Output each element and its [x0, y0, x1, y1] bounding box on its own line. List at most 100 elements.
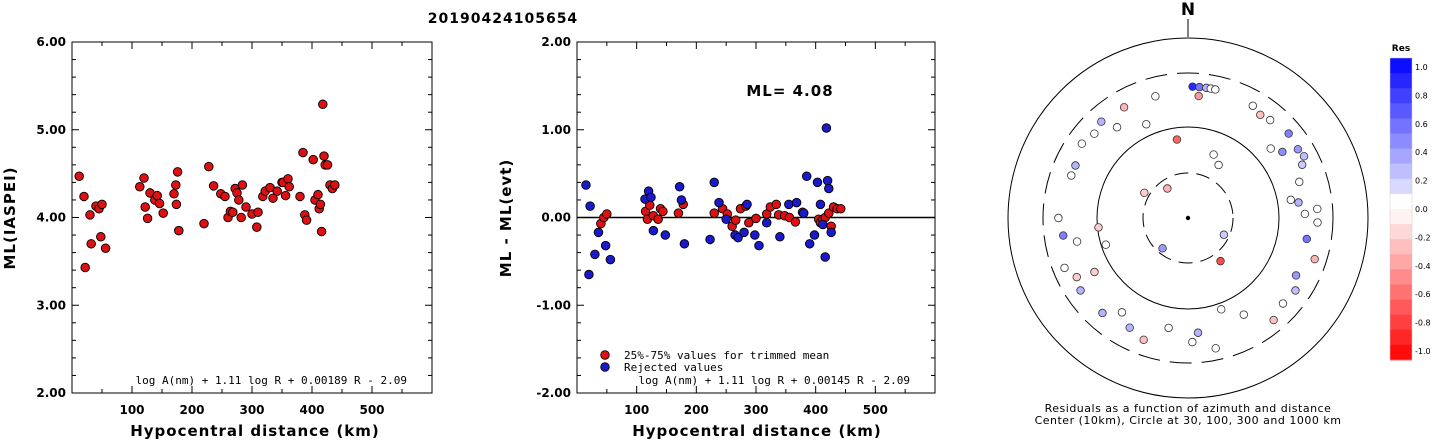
station-residual: [1300, 209, 1310, 219]
colorbar-tick-label: 0.6: [1415, 120, 1428, 129]
polar-chart: N Residuals as a function of azimuth and…: [1007, 0, 1369, 427]
station-residual: [1090, 129, 1099, 138]
rejected-point: [820, 252, 830, 262]
station-point: [97, 199, 107, 210]
station-residual: [1067, 171, 1076, 180]
rejected-point: [721, 214, 731, 225]
ml-value-label: ML= 4.08: [746, 82, 833, 100]
x-tick-label: 500: [359, 403, 384, 417]
x-tick-label: 400: [803, 403, 828, 417]
rejected-point: [750, 230, 760, 240]
residual-chart-xticks: 100 200 300 400 500: [606, 42, 906, 417]
station-residual: [1098, 308, 1107, 318]
trimmed-point: [673, 208, 684, 218]
rejected-point: [600, 240, 611, 251]
trimmed-point: [602, 209, 612, 219]
colorbar-ticks: 1.0 0.8 0.6 0.4 0.2 0.0 -0.2 -0.4 -0.6 -0.8 -1.0: [1415, 63, 1431, 356]
station-residual: [1193, 328, 1203, 337]
station-residual: [1286, 195, 1296, 205]
colorbar-swatch: [1390, 163, 1412, 180]
station-point: [318, 99, 328, 110]
station-residual: [1299, 152, 1309, 161]
rejected-point: [590, 249, 600, 260]
station-residual: [1278, 147, 1287, 157]
rejected-point: [676, 195, 687, 205]
rejected-point: [646, 192, 656, 203]
rejected-point: [761, 218, 772, 228]
rejected-point: [821, 123, 832, 133]
ml-chart-points: [74, 99, 340, 273]
ml-chart-formula: log A(nm) + 1.11 log R + 0.00189 R - 2.0…: [135, 374, 407, 387]
epicenter-marker: [1185, 215, 1191, 221]
station-residual: [1188, 337, 1197, 347]
station-residual: [1211, 85, 1220, 94]
station-residual: [1188, 82, 1197, 91]
station-point: [96, 232, 106, 242]
station-point: [252, 222, 262, 232]
colorbar-title: Res: [1392, 44, 1410, 54]
ring-300km: [1042, 72, 1334, 364]
station-point: [171, 180, 181, 190]
trimmed-point: [730, 215, 741, 225]
station-point: [142, 213, 153, 224]
station-residual: [1294, 198, 1303, 207]
rejected-point: [812, 177, 823, 188]
station-residual: [1216, 256, 1225, 266]
station-residual: [1219, 230, 1229, 239]
polar-caption-line1: Residuals as a function of azimuth and d…: [1045, 402, 1332, 415]
rejected-point: [739, 227, 749, 238]
station-residual: [1172, 135, 1182, 144]
station-residual: [1217, 305, 1226, 314]
x-tick-label: 400: [299, 403, 324, 417]
y-tick-label: 1.00: [541, 123, 571, 137]
station-point: [236, 212, 246, 223]
colorbar-swatch: [1390, 224, 1412, 240]
station-point: [152, 190, 162, 201]
station-residual: [1269, 315, 1278, 325]
station-point: [172, 167, 183, 177]
residual-colorbar: Res 1.0 0.8 0.6 0.4 0.2 0.0 -0.2 -0.4 -0.6 -0.8 -1…: [1389, 44, 1431, 361]
station-residual: [1310, 254, 1319, 264]
polar-stations: [1054, 82, 1322, 353]
event-id-title: 20190424105654: [428, 11, 578, 27]
station-point: [237, 180, 248, 190]
residual-chart-points: [581, 123, 846, 280]
rejected-point: [824, 183, 834, 194]
station-residual: [1119, 103, 1129, 112]
station-point: [280, 190, 291, 201]
y-tick-label: 5.00: [36, 123, 66, 137]
station-residual: [1060, 263, 1069, 273]
colorbar-swatch: [1390, 193, 1412, 210]
ml-chart-xticks: 100 200 300 400 500: [101, 42, 403, 417]
ring-100km: [1096, 126, 1280, 310]
trimmed-point: [824, 208, 834, 218]
colorbar-swatch: [1390, 209, 1412, 225]
rejected-point: [784, 199, 794, 210]
station-residual: [1297, 160, 1307, 169]
rejected-point: [705, 234, 715, 245]
station-residual: [1151, 92, 1160, 101]
rejected-point: [754, 240, 764, 251]
station-point: [79, 191, 89, 202]
colorbar-swatch: [1390, 148, 1412, 165]
station-residual: [1097, 117, 1106, 126]
colorbar-swatch: [1390, 178, 1412, 195]
trimmed-point: [744, 218, 754, 228]
station-point: [208, 181, 219, 191]
y-tick-label: 3.00: [36, 298, 66, 312]
colorbar-swatch: [1390, 344, 1412, 361]
station-point: [169, 189, 179, 199]
rejected-point: [822, 175, 833, 186]
legend-marker-rejected: [600, 362, 610, 372]
rejected-point: [798, 208, 809, 218]
residual-chart-formula: log A(nm) + 1.11 log R + 0.00145 R - 2.0…: [638, 374, 910, 387]
station-residual: [1291, 271, 1301, 280]
station-point: [315, 199, 326, 210]
rejected-point: [801, 171, 812, 182]
residual-chart-yticks: -2.00 -1.00 0.00 1.00 2.00: [536, 35, 935, 400]
rejected-point: [581, 180, 591, 190]
station-point: [199, 218, 209, 229]
colorbar-swatch: [1390, 118, 1412, 134]
station-point: [204, 161, 214, 172]
